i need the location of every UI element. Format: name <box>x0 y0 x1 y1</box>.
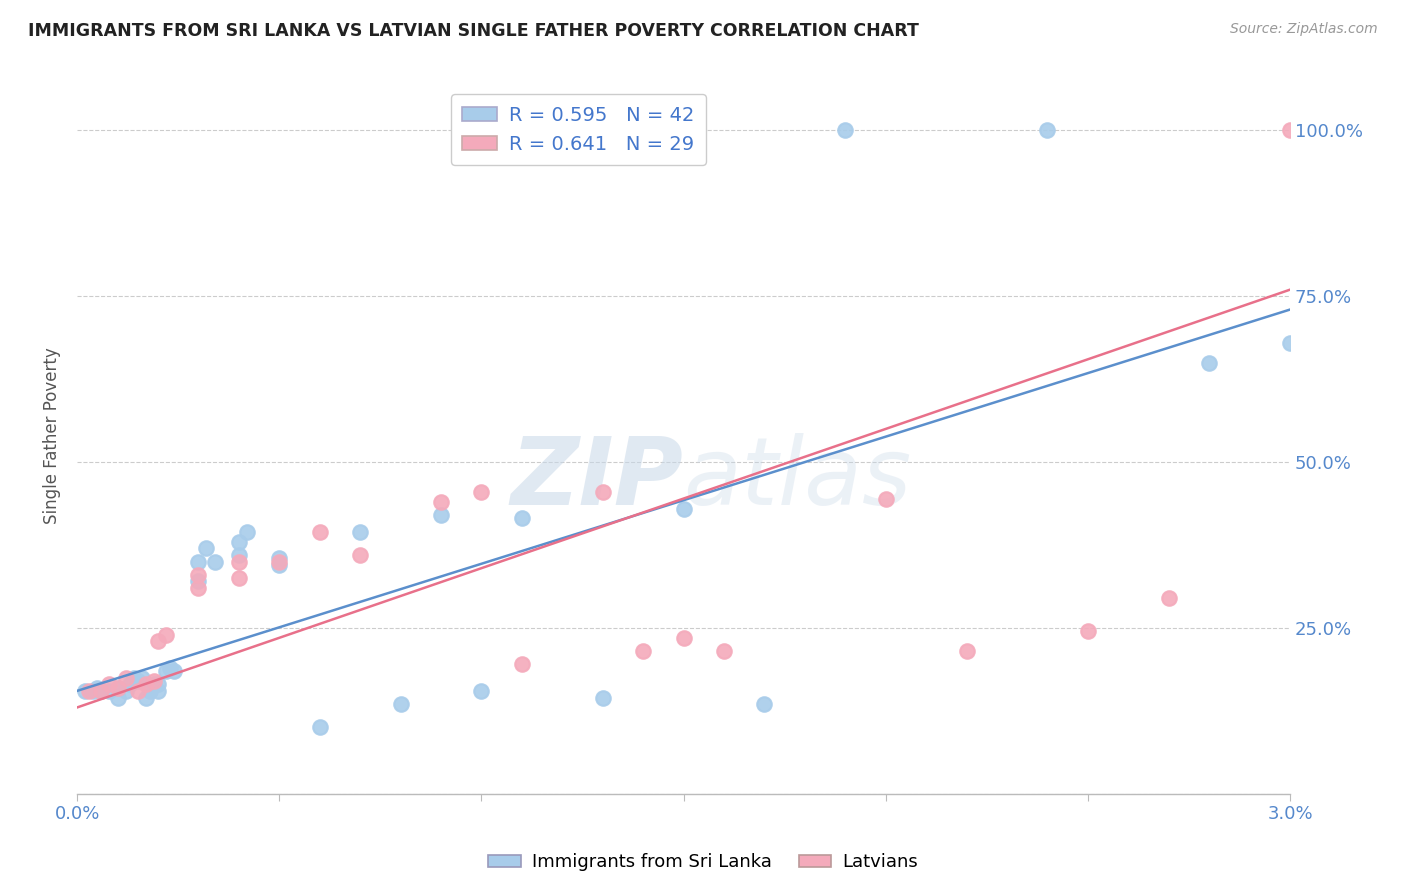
Point <box>127 673 149 688</box>
Point <box>163 664 186 678</box>
Point <box>146 684 169 698</box>
Point <box>195 541 218 556</box>
Point <box>510 511 533 525</box>
Point <box>86 681 108 695</box>
Point <box>122 671 145 685</box>
Point <box>82 684 104 698</box>
Point <box>672 501 695 516</box>
Point <box>155 664 177 678</box>
Point <box>1036 123 1059 137</box>
Point <box>308 720 330 734</box>
Point <box>430 495 453 509</box>
Point <box>713 644 735 658</box>
Point <box>155 627 177 641</box>
Point <box>875 491 897 506</box>
Point <box>1157 591 1180 605</box>
Point <box>135 690 157 705</box>
Point <box>204 555 226 569</box>
Point <box>228 571 250 585</box>
Point <box>114 684 136 698</box>
Point <box>228 555 250 569</box>
Point <box>269 555 291 569</box>
Point <box>228 534 250 549</box>
Point <box>754 697 776 711</box>
Point <box>135 677 157 691</box>
Point <box>672 631 695 645</box>
Point <box>77 684 100 698</box>
Point <box>1279 335 1302 350</box>
Point <box>834 123 856 137</box>
Point <box>187 574 209 589</box>
Point <box>187 581 209 595</box>
Point <box>75 684 97 698</box>
Point <box>592 484 614 499</box>
Point <box>470 484 492 499</box>
Point <box>955 644 977 658</box>
Point <box>139 684 162 698</box>
Text: IMMIGRANTS FROM SRI LANKA VS LATVIAN SINGLE FATHER POVERTY CORRELATION CHART: IMMIGRANTS FROM SRI LANKA VS LATVIAN SIN… <box>28 22 920 40</box>
Point <box>118 677 141 691</box>
Point <box>228 548 250 562</box>
Y-axis label: Single Father Poverty: Single Father Poverty <box>44 347 60 524</box>
Point <box>142 673 165 688</box>
Point <box>349 548 371 562</box>
Point <box>1198 356 1220 370</box>
Point <box>107 681 129 695</box>
Point <box>142 677 165 691</box>
Text: Source: ZipAtlas.com: Source: ZipAtlas.com <box>1230 22 1378 37</box>
Point <box>308 524 330 539</box>
Point <box>1279 123 1302 137</box>
Text: ZIP: ZIP <box>510 433 683 524</box>
Point <box>510 657 533 672</box>
Point <box>107 681 129 695</box>
Point <box>90 684 112 698</box>
Point <box>127 684 149 698</box>
Point <box>187 567 209 582</box>
Point <box>98 684 121 698</box>
Point <box>187 555 209 569</box>
Legend: R = 0.595   N = 42, R = 0.641   N = 29: R = 0.595 N = 42, R = 0.641 N = 29 <box>451 95 706 165</box>
Point <box>236 524 259 539</box>
Point <box>269 551 291 566</box>
Point <box>631 644 654 658</box>
Point <box>430 508 453 523</box>
Point <box>90 684 112 698</box>
Point <box>1077 624 1099 639</box>
Point <box>107 690 129 705</box>
Point <box>159 661 181 675</box>
Point <box>146 677 169 691</box>
Point <box>98 677 121 691</box>
Point <box>269 558 291 572</box>
Point <box>146 634 169 648</box>
Point <box>349 524 371 539</box>
Point <box>114 671 136 685</box>
Legend: Immigrants from Sri Lanka, Latvians: Immigrants from Sri Lanka, Latvians <box>481 847 925 879</box>
Point <box>389 697 412 711</box>
Point <box>592 690 614 705</box>
Text: atlas: atlas <box>683 433 912 524</box>
Point <box>470 684 492 698</box>
Point <box>131 671 153 685</box>
